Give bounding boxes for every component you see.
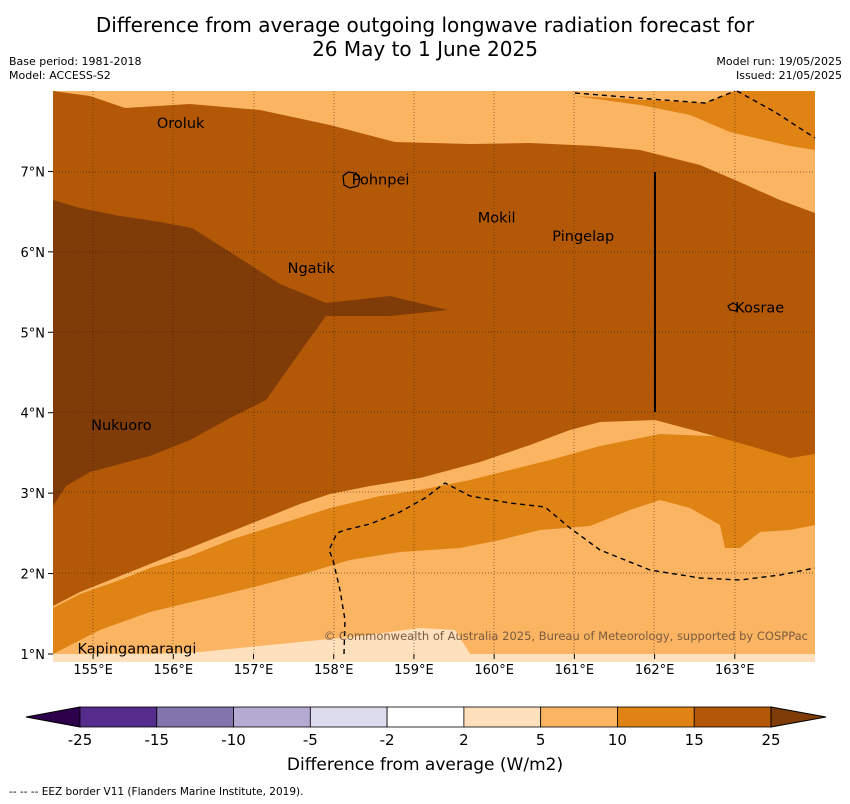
lon-tick-labels: 155°E 156°E 157°E 158°E 159°E 160°E 161°E 162°E… xyxy=(73,654,755,678)
colorbar-segment xyxy=(540,706,618,728)
colorbar-tick-label: -15 xyxy=(144,731,170,749)
colorbar-segment xyxy=(233,706,311,728)
map-plot-area: Oroluk Pohnpei Mokil Pingelap Ngatik Kosrae Nu… xyxy=(53,90,816,662)
colorbar-segment xyxy=(463,706,542,728)
place-label-pohnpei: Pohnpei xyxy=(352,172,410,188)
colorbar-tick-label: 5 xyxy=(535,731,546,749)
colorbar-tick-label: -2 xyxy=(379,731,395,749)
meta-left: Base period: 1981-2018 Model: ACCESS-S2 xyxy=(9,55,141,83)
colorbar xyxy=(25,706,827,728)
lat-tick-label: 4°N xyxy=(21,407,46,422)
lat-tick-label: 1°N xyxy=(21,648,46,663)
title-line-1: Difference from average outgoing longwav… xyxy=(95,13,755,37)
place-label-kosrae: Kosrae xyxy=(735,300,784,316)
place-label-ngatik: Ngatik xyxy=(288,261,336,277)
title-line-2: 26 May to 1 June 2025 xyxy=(312,37,538,61)
colorbar-tick-label: -5 xyxy=(302,731,318,749)
place-labels: Oroluk Pohnpei Mokil Pingelap Ngatik Kosrae Nu… xyxy=(77,116,784,657)
lon-tick-label: 161°E xyxy=(555,663,595,678)
model-run: Model run: 19/05/2025 xyxy=(716,55,842,68)
place-label-nukuoro: Nukuoro xyxy=(91,418,152,434)
issued-date: Issued: 21/05/2025 xyxy=(735,69,842,82)
lon-tick-label: 162°E xyxy=(635,663,675,678)
colorbar-extend-low xyxy=(25,706,81,728)
band-2-5-lower xyxy=(53,628,815,662)
eez-border-northeast xyxy=(736,90,816,139)
lat-tick-label: 3°N xyxy=(21,487,46,502)
lon-tick-label: 157°E xyxy=(234,663,274,678)
colorbar-extend-high xyxy=(770,706,827,728)
lat-tick-label: 2°N xyxy=(21,568,46,583)
colorbar-segment xyxy=(386,706,465,728)
colorbar-segment xyxy=(79,706,158,728)
colorbar-segment xyxy=(156,706,234,728)
eez-border-north xyxy=(574,90,736,104)
kosrae-island-outline xyxy=(727,302,739,312)
band-15-25 xyxy=(53,91,815,606)
colorbar-segment xyxy=(693,706,772,728)
place-label-mokil: Mokil xyxy=(478,210,516,226)
eez-border-south xyxy=(328,482,816,655)
base-period: Base period: 1981-2018 xyxy=(9,55,142,68)
chart-title: Difference from average outgoing longwav… xyxy=(0,13,850,61)
band-10-15 xyxy=(53,91,815,654)
place-label-kapingamarangi: Kapingamarangi xyxy=(77,641,196,657)
colorbar-segment xyxy=(309,706,388,728)
colorbar-label: Difference from average (W/m2) xyxy=(286,755,564,775)
eez-footnote: -- -- -- EEZ border V11 (Flanders Marine… xyxy=(9,786,304,798)
colorbar-tick-label: -10 xyxy=(221,731,246,749)
gridlines xyxy=(53,91,815,654)
lat-tick-label: 6°N xyxy=(21,246,46,261)
colorbar-tick-label: -25 xyxy=(67,731,93,749)
copyright-text: © Commonwealth of Australia 2025, Bureau… xyxy=(324,629,808,643)
colorbar-tick-label: 15 xyxy=(684,731,704,749)
eez-borders xyxy=(328,90,816,655)
lat-tick-label: 5°N xyxy=(21,326,46,341)
colorbar-tick-label: 25 xyxy=(761,731,781,749)
lon-tick-label: 155°E xyxy=(73,663,113,678)
place-label-pingelap: Pingelap xyxy=(552,229,614,245)
colorbar-tick-label: 10 xyxy=(607,731,627,749)
lat-tick-labels: 1°N 2°N 3°N 4°N 5°N 6°N 7°N xyxy=(21,165,53,663)
lon-tick-label: 156°E xyxy=(154,663,194,678)
model-name: Model: ACCESS-S2 xyxy=(9,69,111,82)
band-gt25 xyxy=(53,200,448,506)
place-label-oroluk: Oroluk xyxy=(157,116,205,132)
lon-tick-label: 160°E xyxy=(474,663,514,678)
meta-right: Model run: 19/05/2025 Issued: 21/05/2025 xyxy=(716,55,842,83)
colorbar-tick-label: 2 xyxy=(459,731,469,749)
lon-tick-label: 163°E xyxy=(715,663,755,678)
lat-tick-label: 7°N xyxy=(21,165,46,180)
lon-tick-label: 159°E xyxy=(394,663,434,678)
pohnpei-island-outline xyxy=(342,171,361,189)
lon-tick-label: 158°E xyxy=(314,663,354,678)
colorbar-segment xyxy=(617,706,695,728)
